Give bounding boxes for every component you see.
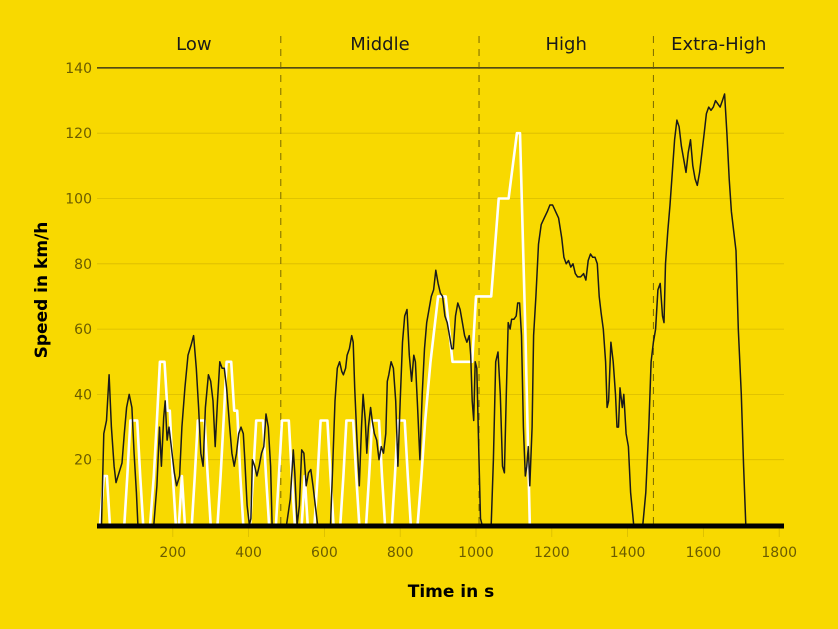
series-nedc-line [97, 131, 780, 527]
phase-label-high: High [546, 34, 587, 55]
phase-label-extra-high: Extra-High [671, 34, 766, 55]
x-tick-label: 800 [387, 545, 414, 561]
x-tick-label: 200 [159, 545, 186, 561]
y-tick-label: 100 [65, 192, 92, 208]
x-tick-label: 1200 [534, 545, 570, 561]
x-tick-label: 400 [235, 545, 262, 561]
x-tick-label: 1600 [686, 545, 722, 561]
y-tick-label: 60 [74, 322, 92, 338]
y-tick-label: 120 [65, 126, 92, 142]
phase-label-low: Low [176, 34, 211, 55]
y-tick-label: 40 [74, 387, 92, 403]
x-axis-title: Time in s [408, 582, 495, 602]
x-tick-label: 600 [311, 545, 338, 561]
series-wltp-line [97, 93, 780, 526]
axes: 20 40 60 80 100 120 140 200 400 600 800 1000 1200 140… [65, 61, 797, 561]
phase-label-middle: Middle [350, 34, 409, 55]
y-axis-title: Speed in km/h [32, 222, 52, 359]
y-tick-label: 20 [74, 453, 92, 469]
data-series [97, 93, 780, 527]
y-tick-label: 80 [74, 257, 92, 273]
x-tick-label: 1400 [610, 545, 646, 561]
x-tick-label: 1800 [761, 545, 797, 561]
x-tick-label: 1000 [458, 545, 494, 561]
y-tick-label: 140 [65, 61, 92, 77]
